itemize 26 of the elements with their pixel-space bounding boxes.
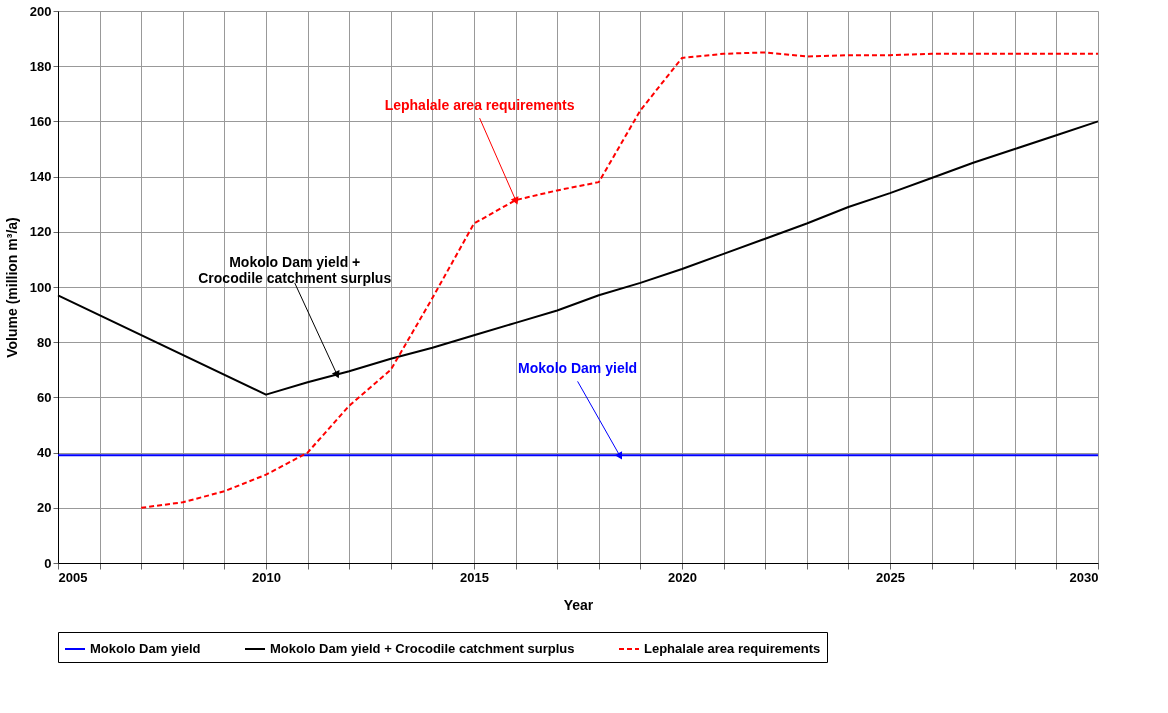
y-tick-label: 100 bbox=[29, 279, 52, 295]
y-tick-label: 140 bbox=[29, 169, 52, 185]
legend-label: Mokolo Dam yield bbox=[90, 641, 201, 656]
legend-label: Lephalale area requirements bbox=[644, 641, 821, 656]
annotation: Lephalale area requirements bbox=[384, 97, 575, 114]
y-tick-label: 160 bbox=[29, 113, 52, 129]
y-tick-label: 0 bbox=[44, 555, 52, 571]
y-tick-label: 120 bbox=[29, 224, 52, 240]
y-tick-label: 60 bbox=[37, 389, 52, 405]
annotation: Mokolo Dam yield bbox=[518, 360, 638, 377]
x-tick-label: 2030 bbox=[1069, 569, 1099, 585]
y-tick-label: 200 bbox=[29, 3, 52, 19]
y-tick-label: 80 bbox=[37, 334, 52, 350]
annotation: Mokolo Dam yield + Crocodile catchment surplus bbox=[198, 253, 392, 286]
x-tick-label: 2015 bbox=[460, 569, 489, 585]
y-tick-label: 40 bbox=[37, 445, 52, 461]
line-series bbox=[140, 51, 1099, 509]
x-tick-label: 2020 bbox=[668, 569, 697, 585]
x-axis-title: Year bbox=[563, 596, 594, 613]
x-tick-label: 2005 bbox=[58, 569, 88, 585]
x-tick-label: 2010 bbox=[252, 569, 281, 585]
y-tick-label: 180 bbox=[29, 58, 52, 74]
x-tick-label: 2025 bbox=[876, 569, 905, 585]
y-tick-label: 20 bbox=[37, 500, 52, 516]
y-axis-title: Volume (million m³/a) bbox=[3, 217, 20, 358]
legend-label: Mokolo Dam yield + Crocodile catchment surplus bbox=[270, 641, 575, 656]
